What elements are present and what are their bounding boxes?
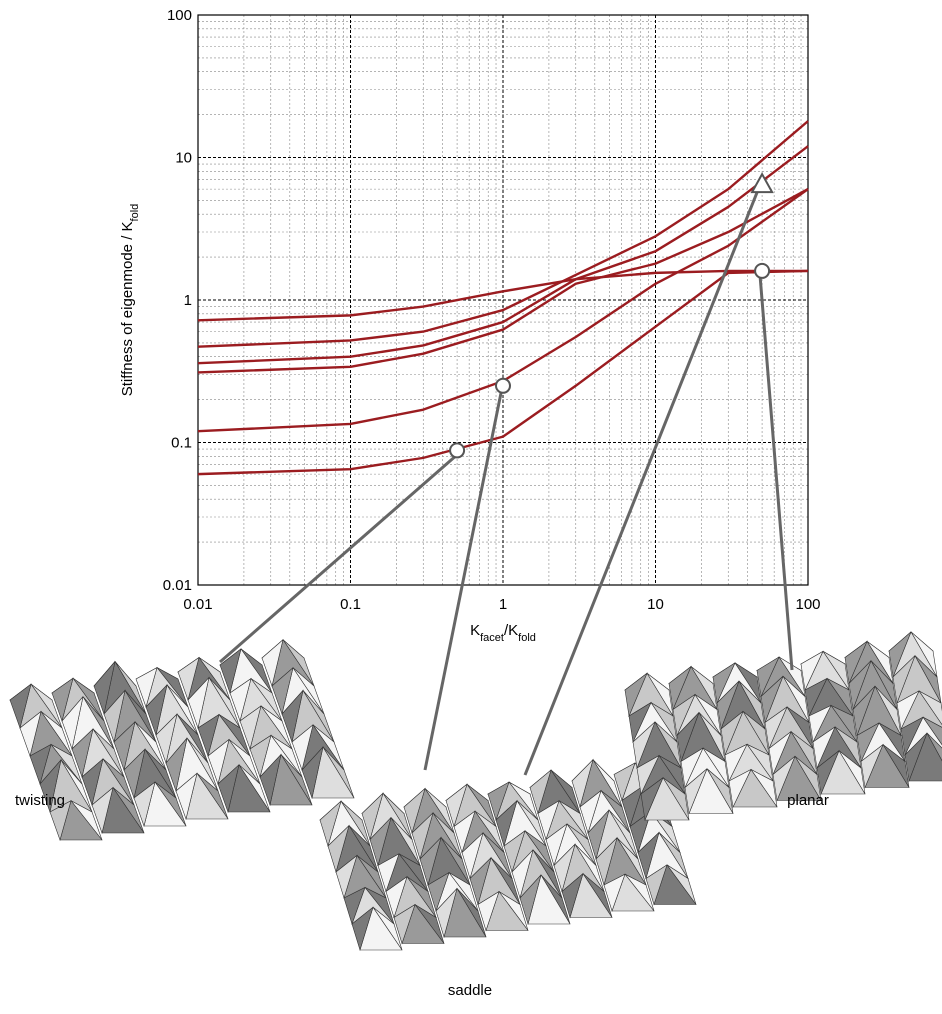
leader-line [425,388,502,770]
y-tick-label: 0.01 [163,577,192,594]
annotation-label: twisting [15,792,65,809]
x-tick-label: 0.1 [340,596,361,613]
annotation-marker [450,443,464,457]
y-tick-label: 0.1 [171,435,192,452]
label-part: fold [129,204,141,222]
x-tick-label: 100 [795,596,820,613]
annotation-label: saddle [448,982,492,999]
annotation-label: planar [787,792,829,809]
illustrations [10,632,942,950]
leader-line [760,275,792,670]
x-tick-label: 0.01 [183,596,212,613]
x-tick-label: 10 [647,596,664,613]
x-tick-label: 1 [499,596,507,613]
chart: 0.010.11101000.010.1110100Kfacet/KfoldSt… [0,0,942,1009]
label-part: facet [480,632,504,644]
label-part: K [470,622,480,639]
label-part: /K [504,622,518,639]
annotation-marker [496,379,510,393]
annotation-marker [755,264,769,278]
label-part: fold [518,632,536,644]
y-tick-label: 100 [167,7,192,24]
axis-label: Stiffness of eigenmode / Kfold [119,204,141,397]
y-tick-label: 10 [175,150,192,167]
label-part: Stiffness of eigenmode / K [119,221,136,396]
y-tick-label: 1 [184,292,192,309]
axis-label: Kfacet/Kfold [470,622,536,644]
